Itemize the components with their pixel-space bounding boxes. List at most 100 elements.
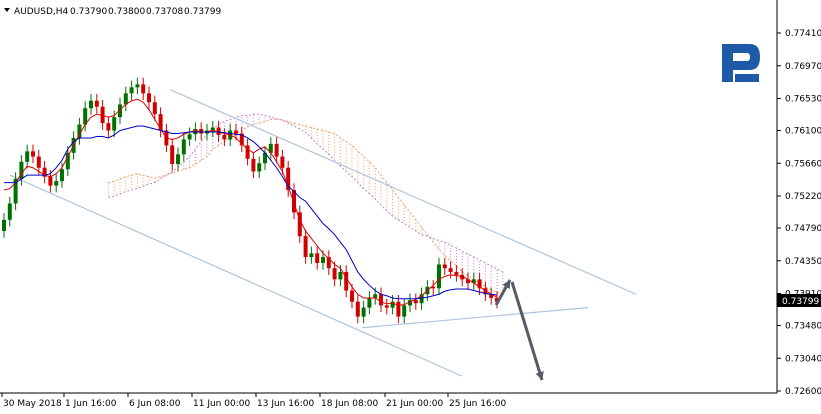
y-tick-label: 0.76970	[785, 62, 821, 72]
candle-body	[274, 143, 279, 157]
tenkan-line	[3, 98, 498, 306]
chart-title: AUDUSD,H4	[14, 7, 69, 17]
candle-body	[495, 297, 499, 302]
candle-body	[251, 158, 256, 172]
ohlc-low: 0.73708	[146, 7, 183, 17]
candle-body	[152, 102, 157, 115]
channel-lower-line	[9, 174, 463, 377]
indicator-lines	[3, 98, 498, 306]
candle-body	[112, 117, 117, 131]
y-axis-ticks: 0.77410 0.76970 0.76530 0.76100 0.75660 0.752…	[777, 29, 821, 397]
y-tick-label: 0.73480	[785, 322, 821, 332]
candle-body	[361, 307, 366, 317]
candle-body	[437, 264, 441, 289]
trend-channel	[9, 89, 637, 377]
ohlc-high: 0.73800	[108, 7, 145, 17]
y-tick-label: 0.74350	[785, 257, 821, 267]
candle-body	[77, 124, 82, 138]
candle-body	[355, 301, 360, 317]
candle-body	[158, 114, 163, 131]
candle-body	[489, 294, 494, 298]
candle-body	[123, 93, 128, 105]
candle-body	[483, 288, 488, 295]
ohlc-close: 0.73799	[184, 7, 221, 17]
candle-body	[216, 127, 221, 135]
candle-body	[402, 305, 407, 317]
candle-body	[350, 290, 354, 302]
candle-body	[268, 143, 273, 153]
forecast-arrows	[494, 279, 544, 381]
ohlc-open: 0.73790	[70, 7, 107, 17]
y-tick-label: 0.77410	[785, 29, 821, 39]
candle-body	[413, 300, 418, 304]
y-tick-label: 0.76530	[785, 95, 821, 105]
candle-body	[344, 271, 349, 291]
candle-body	[297, 212, 302, 237]
x-tick-label: 1 Jun 16:00	[65, 399, 117, 409]
candle-body	[396, 301, 401, 317]
candle-body	[379, 294, 383, 306]
candle-body	[466, 279, 470, 284]
candle-body	[263, 152, 267, 164]
candle-body	[454, 271, 459, 275]
candle-body	[234, 130, 238, 134]
candle-body	[187, 134, 192, 140]
x-tick-label: 13 Jun 16:00	[257, 399, 314, 409]
candle-body	[326, 257, 331, 269]
candle-body	[42, 167, 47, 177]
cloud-span-b	[108, 113, 504, 273]
x-tick-label: 21 Jun 00:00	[386, 399, 443, 409]
candle-body	[13, 178, 18, 204]
y-tick-label: 0.74790	[785, 224, 821, 234]
candle-body	[315, 253, 320, 263]
candle-body	[48, 176, 53, 186]
candle-body	[286, 167, 291, 191]
channel-upper-line	[169, 89, 637, 295]
candle-body	[100, 106, 105, 124]
y-tick-label: 0.75660	[785, 159, 821, 169]
candle-body	[303, 236, 308, 258]
x-tick-label: 6 Jun 08:00	[129, 399, 181, 409]
candle-body	[222, 134, 227, 140]
chart-header: AUDUSD,H4 0.73790 0.73800 0.73708 0.7379…	[4, 7, 221, 17]
candle-body	[431, 286, 436, 289]
down-arrow-shaft	[510, 281, 544, 381]
candle-body	[135, 84, 140, 88]
candle-body	[245, 145, 250, 159]
up-arrow-head	[502, 280, 510, 289]
x-tick-label: 18 Jun 08:00	[321, 399, 378, 409]
support-line	[361, 307, 589, 329]
candle-body	[373, 294, 378, 298]
candle-body	[460, 274, 465, 280]
ichimoku-cloud	[107, 113, 504, 295]
last-price-text: 0.73799	[782, 297, 819, 307]
candle-body	[448, 268, 453, 272]
x-tick-label: 11 Jun 00:00	[193, 399, 250, 409]
x-tick-label: 30 May 2018	[3, 399, 62, 409]
candle-body	[338, 271, 343, 280]
candle-body	[367, 297, 372, 308]
candle-body	[176, 154, 180, 165]
candle-body	[94, 100, 99, 107]
candle-body	[239, 133, 244, 146]
candle-body	[321, 257, 325, 263]
logo-icon	[722, 44, 760, 82]
candle-body	[309, 253, 314, 258]
candle-body	[141, 84, 146, 94]
candle-body	[477, 279, 482, 289]
candle-body	[419, 294, 424, 304]
candle-body	[31, 151, 35, 157]
y-tick-label: 0.76100	[785, 127, 821, 137]
candle-body	[199, 129, 204, 134]
candle-body	[471, 279, 476, 284]
dropdown-triangle-icon[interactable]	[4, 8, 10, 12]
candle-body	[19, 161, 24, 179]
x-tick-label: 25 Jun 16:00	[449, 399, 506, 409]
last-price-label: 0.73799	[777, 294, 821, 307]
y-tick-label: 0.75220	[785, 192, 821, 202]
candle-body	[118, 104, 122, 118]
candle-body	[147, 93, 151, 103]
candle-body	[106, 123, 111, 131]
